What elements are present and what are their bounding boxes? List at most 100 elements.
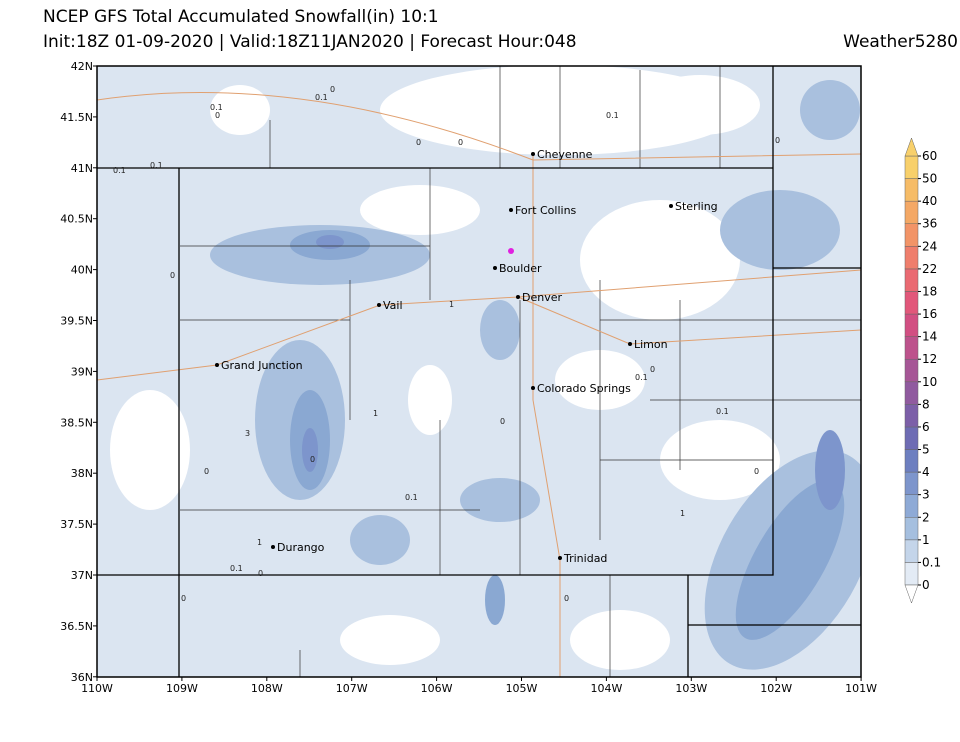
lat-label: 42N [71, 60, 93, 73]
lat-label: 36.5N [60, 620, 93, 633]
lon-label: 107W [336, 682, 368, 695]
contour-label: 0 [215, 111, 220, 120]
lon-label: 108W [251, 682, 283, 695]
roads [96, 92, 862, 677]
colorbar-segment [904, 246, 919, 270]
contour-label: 0 [500, 417, 505, 426]
contour-label: 0.1 [716, 407, 729, 416]
colorbar-label: 50 [922, 172, 937, 186]
lat-label: 37N [71, 569, 93, 582]
city-dot [531, 386, 535, 390]
county-lines [180, 66, 861, 677]
colorbar-segment [904, 200, 919, 224]
lat-label: 36N [71, 671, 93, 684]
colorbar-segment [904, 494, 919, 518]
colorbar-label: 60 [922, 149, 937, 163]
contour-label: 0.1 [113, 166, 126, 175]
colorbar-segment [904, 268, 919, 292]
colorbar-label: 40 [922, 194, 937, 208]
city-label: Grand Junction [221, 359, 303, 372]
contour-label: 0.1 [230, 564, 243, 573]
lat-label: 38N [71, 467, 93, 480]
lon-label: 109W [166, 682, 198, 695]
colorbar-segment [904, 471, 919, 495]
lat-label: 39.5N [60, 315, 93, 328]
colorbar-label: 2 [922, 510, 930, 524]
contour-label: 0.1 [405, 493, 418, 502]
contour-label: 0 [170, 271, 175, 280]
city-label: Sterling [675, 200, 718, 213]
colorbar-segment [904, 426, 919, 450]
lat-label: 39N [71, 365, 93, 378]
city-dot [271, 545, 275, 549]
colorbar-segment [904, 291, 919, 315]
colorbar-label: 0 [922, 578, 930, 592]
lon-label: 110W [81, 682, 113, 695]
colorbar-segment [904, 404, 919, 428]
lat-label: 40N [71, 264, 93, 277]
colorbar-segment [904, 155, 919, 179]
colorbar-segment [904, 178, 919, 202]
colorbar-segment [904, 381, 919, 405]
colorbar-segment [904, 449, 919, 473]
city-dot [516, 295, 520, 299]
contour-label: 0 [458, 138, 463, 147]
contour-label: 0.1 [635, 373, 648, 382]
colorbar-segment [904, 562, 919, 586]
contour-label: 0 [204, 467, 209, 476]
contour-label: 0 [564, 594, 569, 603]
contour-label: 0 [330, 85, 335, 94]
colorbar-top [904, 137, 919, 157]
contour-label: 0 [754, 467, 759, 476]
contour-label: 0 [775, 136, 780, 145]
contour-label: 0 [258, 569, 263, 578]
colorbar-segment [904, 223, 919, 247]
city-dot [215, 363, 219, 367]
city-dot [558, 556, 562, 560]
colorbar-label: 0.1 [922, 555, 941, 569]
contour-label: 0.1 [315, 93, 328, 102]
lat-label: 40.5N [60, 213, 93, 226]
colorbar-segment [904, 539, 919, 563]
city-dot [509, 208, 513, 212]
contour-label: 0 [310, 455, 315, 464]
colorbar-label: 4 [922, 465, 930, 479]
lon-label: 101W [845, 682, 877, 695]
contour-label: 1 [257, 538, 262, 547]
colorbar-label: 12 [922, 352, 937, 366]
colorbar-label: 3 [922, 488, 930, 502]
colorbar-label: 5 [922, 443, 930, 457]
brand: Weather5280 [843, 32, 958, 52]
contour-label: 0.1 [606, 111, 619, 120]
lat-label: 37.5N [60, 518, 93, 531]
lon-label: 104W [590, 682, 622, 695]
lat-label: 41N [71, 162, 93, 175]
lon-label: 105W [506, 682, 538, 695]
colorbar-label: 14 [922, 330, 937, 344]
colorbar-label: 1 [922, 533, 930, 547]
city-label: Trinidad [563, 552, 607, 565]
city-dot [493, 266, 497, 270]
city-dot [377, 303, 381, 307]
city-dot [628, 342, 632, 346]
colorbar-segment [904, 336, 919, 360]
city-label: Boulder [499, 262, 542, 275]
colorbar-label: 10 [922, 375, 937, 389]
contour-label: 1 [449, 300, 454, 309]
title: NCEP GFS Total Accumulated Snowfall(in) … [43, 7, 439, 27]
city-label: Cheyenne [537, 148, 593, 161]
colorbar-label: 8 [922, 397, 930, 411]
contour-label: 3 [245, 429, 250, 438]
city-label: Limon [634, 338, 668, 351]
contour-label: 0 [416, 138, 421, 147]
colorbar-label: 36 [922, 217, 937, 231]
city-label: Vail [383, 299, 403, 312]
city-dot [531, 152, 535, 156]
state-borders [97, 66, 861, 677]
city-label: Durango [277, 541, 325, 554]
city-label: Colorado Springs [537, 382, 631, 395]
contour-label: 0.1 [150, 161, 163, 170]
lon-label: 103W [675, 682, 707, 695]
colorbar-segment [904, 358, 919, 383]
